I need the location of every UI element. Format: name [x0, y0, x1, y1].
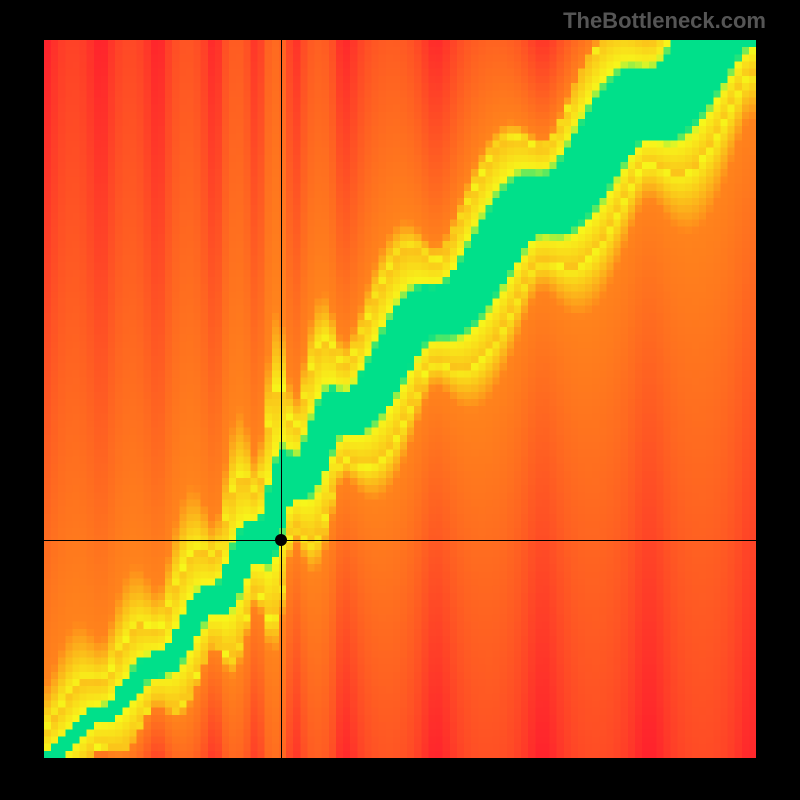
crosshair-horizontal — [44, 540, 756, 541]
plot-area — [44, 40, 756, 758]
heatmap-canvas — [44, 40, 756, 758]
watermark-text: TheBottleneck.com — [563, 8, 766, 34]
crosshair-vertical — [281, 40, 282, 758]
outer-frame: TheBottleneck.com — [0, 0, 800, 800]
